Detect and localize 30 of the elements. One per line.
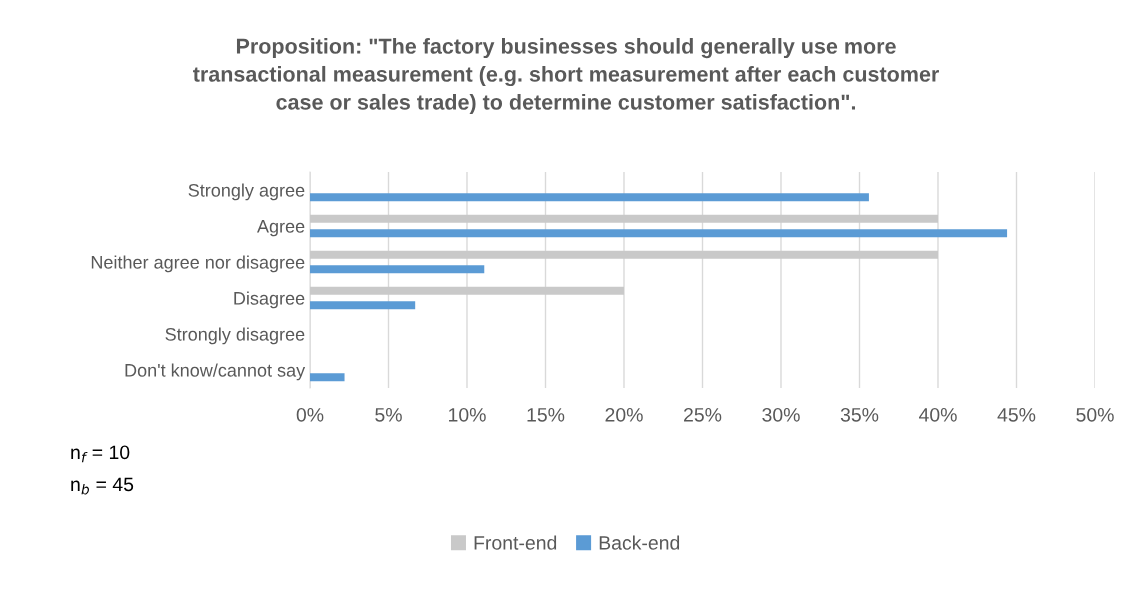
bar	[310, 301, 416, 310]
x-tick-label: 40%	[918, 407, 957, 422]
bar	[310, 286, 624, 295]
x-tick-label: 25%	[684, 407, 722, 422]
y-tick-label: Don't know/cannot say	[125, 363, 306, 381]
y-tick-label: Neither agree nor disagree	[91, 255, 305, 273]
y-tick-label: Strongly agree	[188, 183, 305, 201]
bar	[310, 250, 938, 259]
x-tick-label: 5%	[375, 408, 402, 422]
bar	[310, 265, 485, 274]
legend-label: Back-end	[599, 535, 680, 550]
text: n$_{f}$ = 10	[71, 445, 130, 463]
bar	[310, 373, 345, 382]
chart-title: Proposition: "The factory businesses should generally use more transactional measurement (e.g. short measurement after each customer case or sales trade) to determine customer satisfaction".	[193, 38, 939, 114]
x-tick-label: 35%	[840, 407, 879, 422]
x-tick-label: 0%	[296, 407, 324, 422]
text: n$_{b}$ = 45	[71, 477, 134, 495]
y-tick-label: Disagree	[234, 291, 305, 309]
x-tick-label: 50%	[1076, 407, 1114, 422]
x-tick-label: 45%	[997, 408, 1036, 422]
bar	[310, 229, 1008, 238]
x-tick-label: 15%	[527, 408, 565, 422]
x-tick-label: 10%	[449, 407, 486, 422]
legend-label: Front-end	[474, 535, 557, 550]
bar	[310, 193, 869, 202]
x-tick-label: 20%	[605, 407, 643, 422]
y-tick-label: Agree	[257, 220, 305, 237]
bar	[310, 214, 938, 223]
x-tick-label: 30%	[762, 407, 800, 422]
y-tick-label: Strongly disagree	[165, 327, 305, 345]
